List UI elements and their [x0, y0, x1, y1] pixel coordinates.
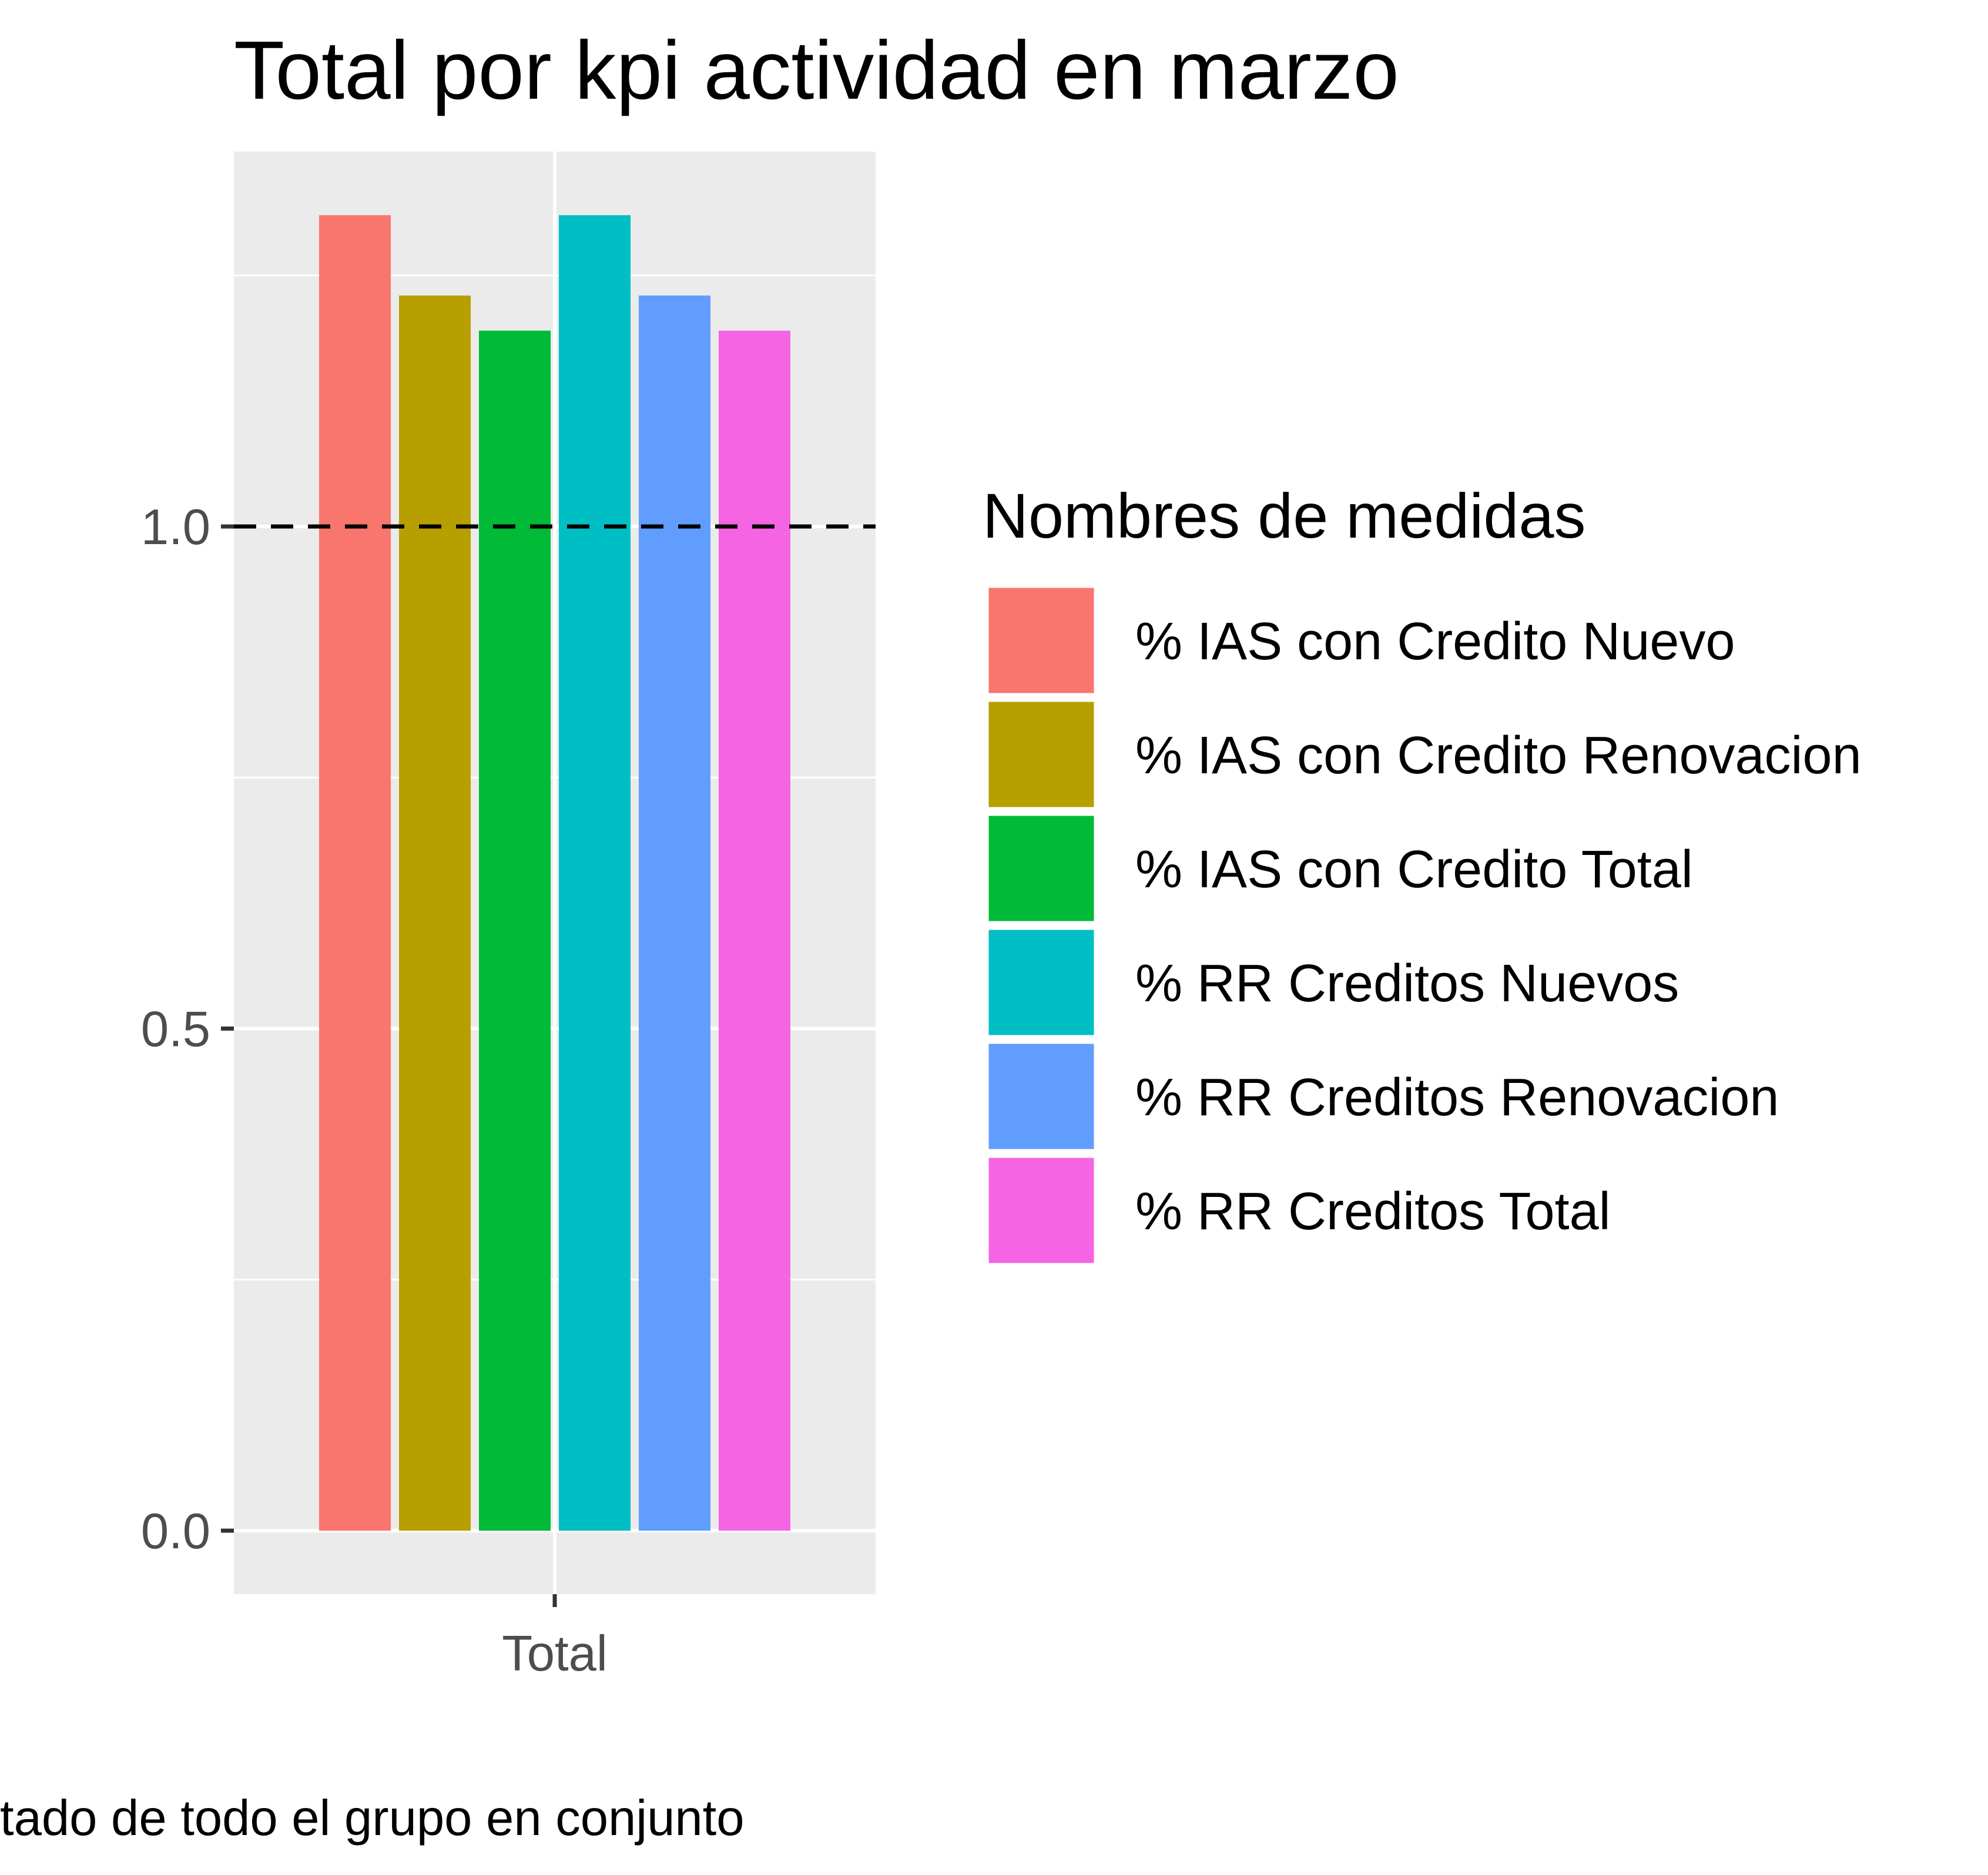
legend-key [985, 927, 1097, 1038]
legend: Nombres de medidas % IAS con Credito Nue… [983, 480, 1862, 1266]
legend-key [985, 1155, 1097, 1266]
y-axis: 0.0 0.5 1.0 [141, 499, 234, 1559]
chart-title: Total por kpi actividad en marzo [234, 24, 1399, 116]
y-tick-label: 0.0 [141, 1504, 210, 1559]
legend-key [985, 813, 1097, 924]
y-tick-label: 1.0 [141, 499, 210, 555]
bar [479, 330, 551, 1531]
bar [319, 215, 391, 1531]
legend-items: % IAS con Credito Nuevo % IAS con Credito… [985, 585, 1862, 1266]
y-tick-label: 0.5 [141, 1002, 210, 1058]
x-tick-label: Total [502, 1626, 608, 1682]
legend-title: Nombres de medidas [983, 480, 1585, 551]
legend-key [985, 585, 1097, 696]
bar [719, 330, 790, 1531]
bars [319, 215, 790, 1531]
bar [399, 295, 471, 1531]
legend-label: % IAS con Credito Nuevo [1135, 612, 1735, 671]
legend-label: % RR Creditos Renovacion [1135, 1068, 1779, 1127]
legend-label: % IAS con Credito Renovacion [1135, 726, 1862, 785]
x-axis-title: tado de todo el grupo en conjunto [0, 1790, 745, 1846]
bar [639, 295, 710, 1531]
legend-key [985, 699, 1097, 810]
legend-label: % RR Creditos Nuevos [1135, 954, 1679, 1013]
legend-label: % IAS con Credito Total [1135, 840, 1693, 899]
legend-key [985, 1041, 1097, 1152]
x-axis: Total [502, 1594, 608, 1682]
bar [559, 215, 631, 1531]
legend-label: % RR Creditos Total [1135, 1182, 1611, 1241]
